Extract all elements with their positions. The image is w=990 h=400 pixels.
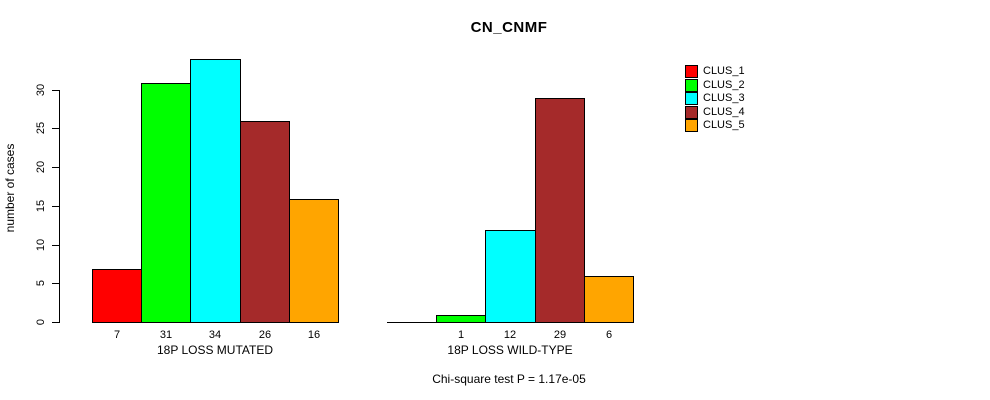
bar-clus_5-group1 — [289, 199, 339, 323]
y-axis-tick — [52, 128, 59, 129]
bar-value-label: 12 — [503, 329, 517, 341]
bar-clus_1-group1 — [92, 269, 142, 323]
y-tick-label: 0 — [35, 318, 47, 326]
legend-swatch-icon — [685, 92, 698, 105]
legend-label: CLUS_1 — [703, 65, 745, 77]
bar-value-label: 7 — [113, 329, 121, 341]
y-tick-label: 15 — [35, 199, 47, 213]
y-axis-tick — [52, 322, 59, 323]
bar-value-label: 34 — [208, 329, 222, 341]
bar-value-label: 16 — [307, 329, 321, 341]
bar-clus_5-group2 — [584, 276, 634, 323]
group-label: 18P LOSS WILD-TYPE — [447, 343, 573, 357]
group-label: 18P LOSS MUTATED — [156, 343, 274, 357]
y-tick-label: 20 — [35, 160, 47, 174]
legend-item-clus_2: CLUS_2 — [685, 78, 765, 92]
legend-item-clus_3: CLUS_3 — [685, 92, 765, 105]
legend-swatch-icon — [685, 65, 698, 78]
legend-item-clus_5: CLUS_5 — [685, 119, 765, 132]
bar-value-label: 31 — [159, 329, 173, 341]
y-axis-tick — [52, 245, 59, 246]
bar-value-label: 6 — [605, 329, 613, 341]
bar-clus_2-group2 — [436, 315, 486, 323]
legend-item-clus_4: CLUS_4 — [685, 105, 765, 119]
bar-clus_3-group1 — [190, 59, 241, 323]
bar-value-label: 26 — [258, 329, 272, 341]
legend-swatch-icon — [685, 105, 698, 119]
bar-clus_4-group2 — [535, 98, 585, 323]
bar-value-label: 29 — [553, 329, 567, 341]
legend-label: CLUS_5 — [703, 119, 745, 131]
legend-label: CLUS_3 — [703, 92, 745, 104]
legend-swatch-icon — [685, 78, 698, 92]
bar-clus_3-group2 — [485, 230, 536, 323]
legend-label: CLUS_2 — [703, 78, 745, 91]
y-axis-title: number of cases — [3, 143, 17, 233]
y-axis-tick — [52, 90, 59, 91]
y-tick-label: 10 — [35, 238, 47, 252]
y-tick-label: 25 — [35, 121, 47, 135]
legend-label: CLUS_4 — [703, 105, 745, 118]
chi-square-annotation: Chi-square test P = 1.17e-05 — [432, 372, 586, 386]
y-tick-label: 5 — [35, 279, 47, 287]
y-axis-tick — [52, 167, 59, 168]
y-axis-tick — [52, 206, 59, 207]
bar-clus_4-group1 — [240, 121, 290, 323]
y-axis-tick — [52, 283, 59, 284]
y-axis-line — [59, 90, 60, 323]
legend-item-clus_1: CLUS_1 — [685, 65, 765, 78]
bar-value-label: 1 — [457, 329, 465, 341]
chart-title: CN_CNMF — [470, 19, 548, 36]
bar-clus_2-group1 — [141, 83, 191, 323]
y-tick-label: 30 — [35, 83, 47, 97]
legend-swatch-icon — [685, 119, 698, 132]
